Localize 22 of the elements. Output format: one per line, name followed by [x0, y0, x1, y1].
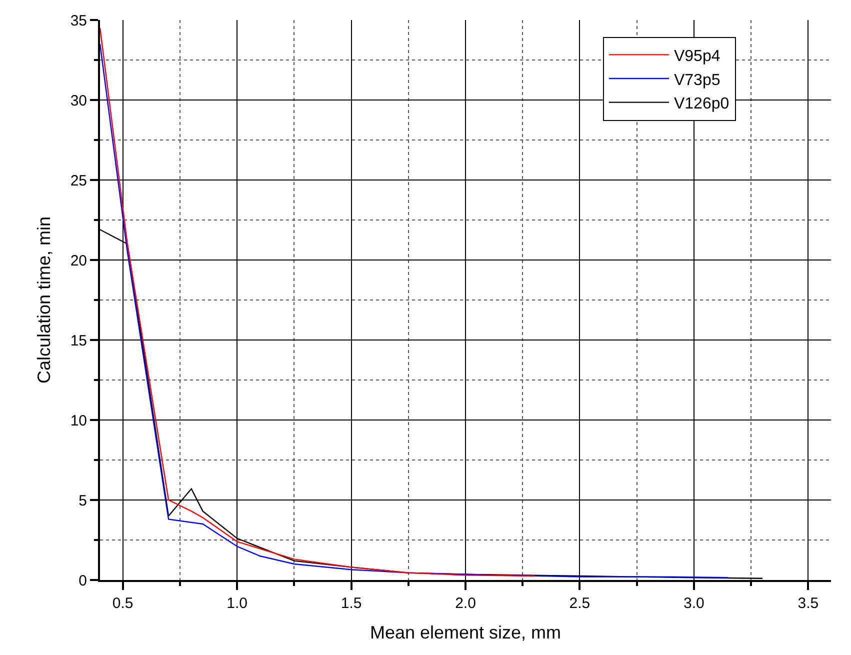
x-tick-label: 3.5	[798, 595, 819, 612]
line-series	[100, 43, 729, 578]
y-tick-label: 25	[70, 172, 87, 190]
x-tick-label: 1.5	[340, 595, 362, 612]
y-tick-label: 35	[70, 12, 87, 30]
x-tick-label: 1.0	[226, 595, 248, 612]
legend-label: V73p5	[674, 72, 720, 89]
y-axis-title: Calculation time, min	[34, 216, 54, 384]
y-tick-label: 20	[70, 252, 87, 270]
x-tick-label: 3.0	[684, 595, 704, 612]
x-tick-label: 2.5	[569, 595, 590, 612]
y-tick-label: 5	[78, 492, 87, 510]
line-series	[100, 27, 535, 577]
y-tick-label: 10	[70, 412, 87, 430]
y-tick-label: 0	[78, 572, 87, 590]
legend-label: V126p0	[674, 96, 730, 113]
y-tick-label: 15	[70, 332, 87, 350]
x-tick-label: 2.0	[455, 595, 476, 612]
legend-label: V95p4	[674, 48, 720, 65]
y-tick-label: 30	[70, 92, 87, 110]
x-tick-label: 0.5	[112, 595, 134, 612]
x-axis-title: Mean element size, mm	[370, 622, 562, 643]
